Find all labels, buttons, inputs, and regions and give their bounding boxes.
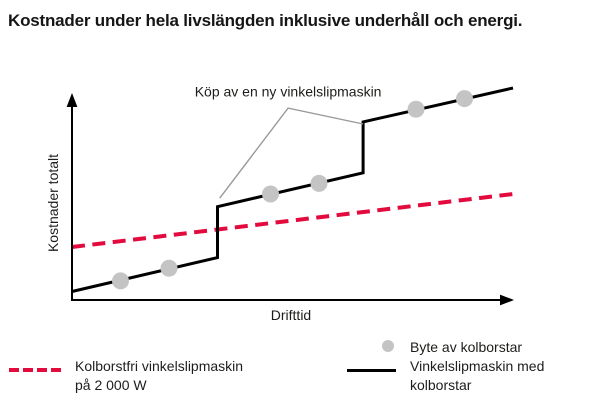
x-axis-arrow-icon xyxy=(500,294,514,306)
brush-change-dot xyxy=(160,259,178,277)
legend-dot-label: Byte av kolborstar xyxy=(410,339,523,355)
brush-change-dot xyxy=(407,100,425,118)
legend-brushless-label: Kolborstfri vinkelslipmaskin på 2 000 W xyxy=(75,357,243,395)
annotation-leader-line xyxy=(219,107,364,199)
series-brushless-line xyxy=(71,192,514,249)
legend-brushless-swatch xyxy=(9,368,61,372)
brush-change-dot xyxy=(112,272,129,290)
legend-brush-label-line1: Vinkelslipmaskin med xyxy=(410,358,545,374)
brush-change-dots xyxy=(112,90,473,290)
series-brush-line xyxy=(71,86,514,293)
legend-brushless-label-line1: Kolborstfri vinkelslipmaskin xyxy=(75,358,244,374)
x-axis-label: Drifttid xyxy=(271,307,311,323)
brush-change-dot xyxy=(310,174,328,192)
brush-change-dot xyxy=(456,90,473,108)
legend-brush-label-line2: kolborstar xyxy=(410,377,472,393)
legend-brushless-label-line2: på 2 000 W xyxy=(75,377,147,393)
legend-brush-label: Vinkelslipmaskin med kolborstar xyxy=(410,357,544,395)
page-title: Kostnader under hela livslängden inklusi… xyxy=(8,11,523,30)
legend-dot-swatch xyxy=(382,340,394,352)
y-axis-label: Kostnader totalt xyxy=(45,154,61,252)
legend-brush-swatch xyxy=(347,369,396,372)
annotation-label: Köp av en ny vinkelslipmaskin xyxy=(195,84,382,100)
brush-change-dot xyxy=(262,185,279,203)
y-axis-arrow-icon xyxy=(66,93,78,107)
